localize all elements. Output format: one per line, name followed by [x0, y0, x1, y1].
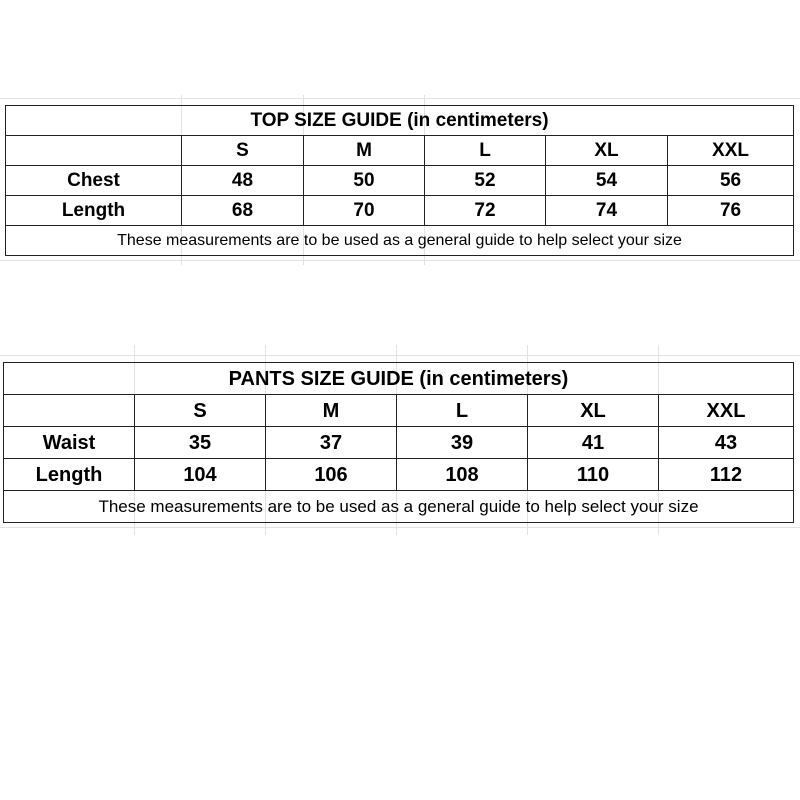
row-label: Length: [3, 458, 135, 491]
sheet-gridline: [0, 355, 800, 356]
cell: 70: [303, 195, 425, 226]
table-row: Length 68 70 72 74 76: [5, 195, 795, 226]
table-note: These measurements are to be used as a g…: [4, 225, 795, 256]
table-row: Waist 35 37 39 41 43: [3, 426, 794, 459]
size-header: XXL: [658, 394, 794, 427]
cell: 52: [424, 165, 546, 196]
cell: 41: [527, 426, 659, 459]
sheet-gridline: [0, 527, 800, 528]
size-header: XL: [545, 135, 668, 166]
cell: 56: [666, 165, 795, 196]
size-header: L: [424, 135, 546, 166]
cell: 37: [265, 426, 397, 459]
pants-size-guide-table: PANTS SIZE GUIDE (in centimeters) S M L …: [3, 362, 794, 523]
cell: 74: [545, 195, 668, 226]
cell: 43: [658, 426, 794, 459]
size-header-row: S M L XL XXL: [5, 135, 795, 166]
row-label: Length: [5, 195, 182, 226]
size-header: XL: [527, 394, 659, 427]
cell: 39: [396, 426, 528, 459]
cell: 50: [303, 165, 425, 196]
cell: 72: [424, 195, 546, 226]
cell: 106: [265, 458, 397, 491]
size-header: S: [181, 135, 304, 166]
cell: 108: [396, 458, 528, 491]
row-label: Chest: [5, 165, 182, 196]
cell: 112: [658, 458, 794, 491]
cell: 48: [181, 165, 304, 196]
cell: 104: [134, 458, 266, 491]
sheet-gridline: [0, 98, 800, 99]
empty-cell: [3, 394, 135, 427]
size-header-row: S M L XL XXL: [3, 394, 794, 427]
size-header: S: [134, 394, 266, 427]
size-header: XXL: [666, 135, 795, 166]
cell: 35: [134, 426, 266, 459]
cell: 76: [666, 195, 795, 226]
size-header: M: [265, 394, 397, 427]
size-header: L: [396, 394, 528, 427]
table-note: These measurements are to be used as a g…: [3, 490, 794, 523]
size-header: M: [303, 135, 425, 166]
top-size-guide-table: TOP SIZE GUIDE (in centimeters) S M L XL…: [4, 105, 795, 256]
table-title: PANTS SIZE GUIDE (in centimeters): [3, 362, 794, 395]
sheet-gridline: [0, 260, 800, 261]
cell: 110: [527, 458, 659, 491]
empty-cell: [5, 135, 182, 166]
table-row: Chest 48 50 52 54 56: [5, 165, 795, 196]
cell: 54: [545, 165, 668, 196]
cell: 68: [181, 195, 304, 226]
table-row: Length 104 106 108 110 112: [3, 458, 794, 491]
table-title: TOP SIZE GUIDE (in centimeters): [4, 105, 795, 136]
row-label: Waist: [3, 426, 135, 459]
